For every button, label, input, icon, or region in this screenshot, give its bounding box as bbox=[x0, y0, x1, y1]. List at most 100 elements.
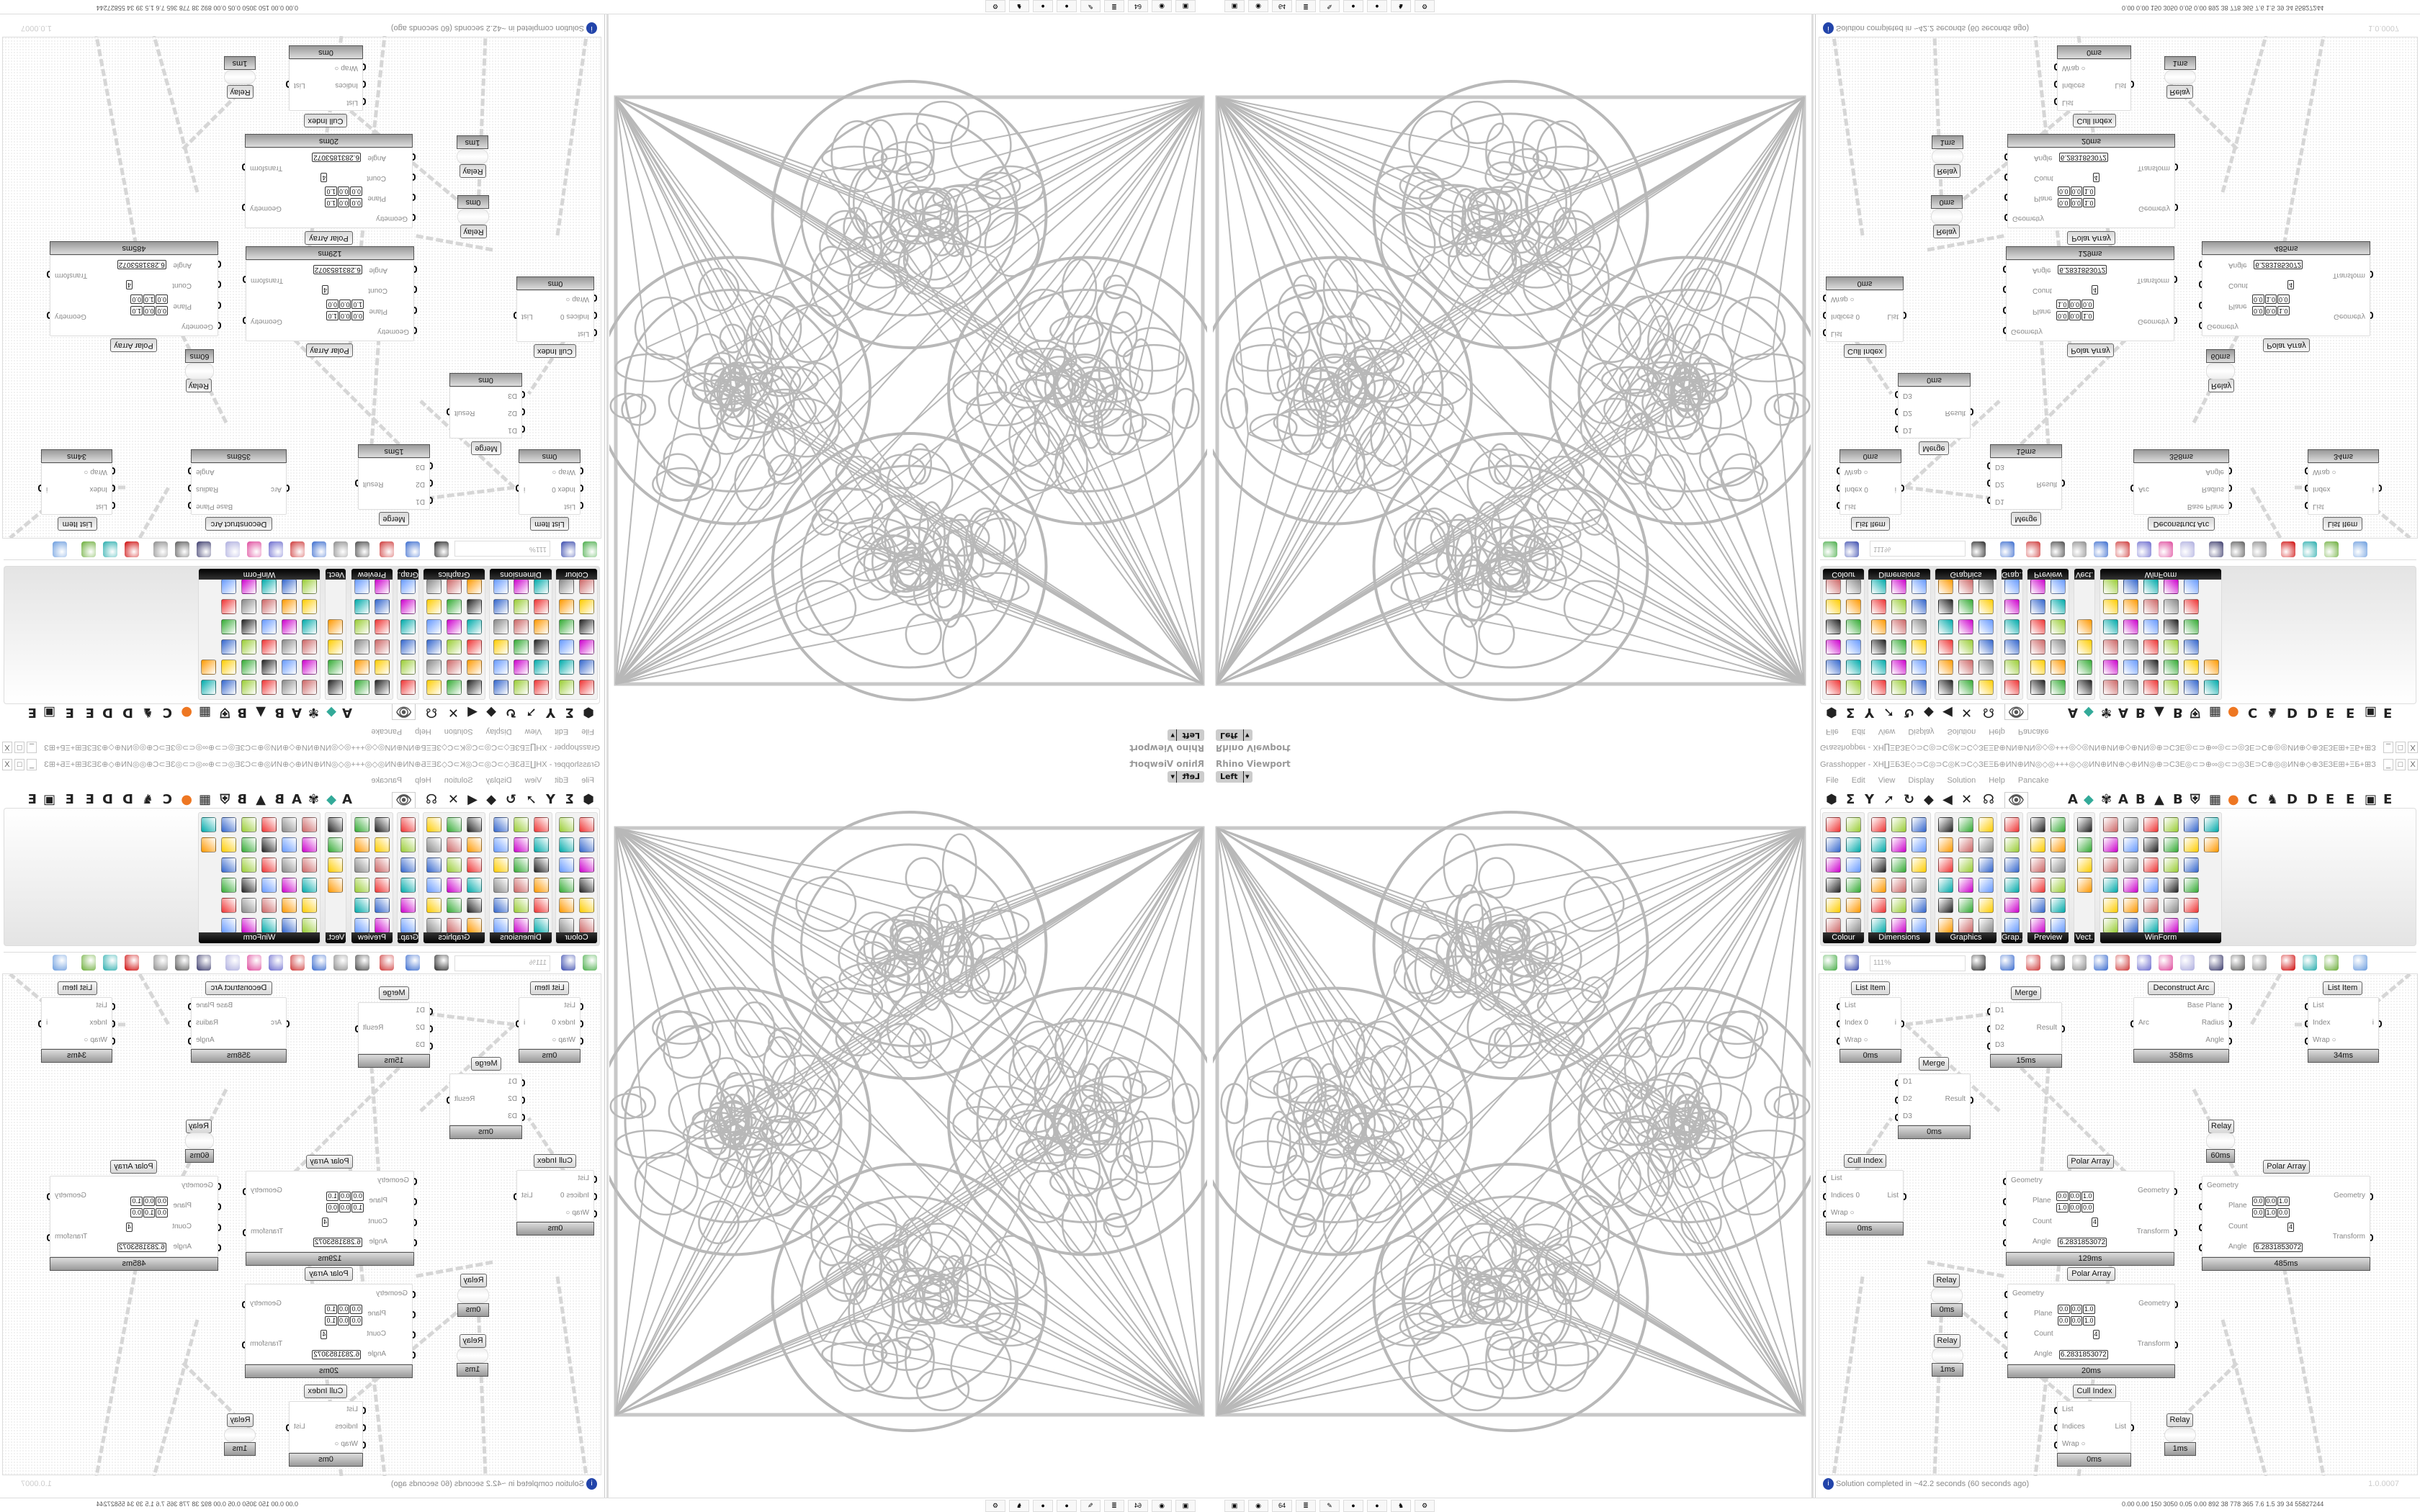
component-icon[interactable] bbox=[1938, 918, 1953, 933]
tab-icon[interactable]: Σ bbox=[1846, 705, 1855, 720]
tab-icon[interactable]: ● bbox=[2228, 705, 2239, 720]
component-icon[interactable] bbox=[2143, 878, 2159, 893]
component-body[interactable]: List Index Wrap ○ i bbox=[38, 463, 115, 515]
tab-icon[interactable]: C bbox=[2248, 705, 2258, 720]
tab-icon[interactable]: ▦ bbox=[198, 792, 211, 807]
component-icon[interactable] bbox=[2051, 817, 2066, 832]
component-icon[interactable] bbox=[1958, 579, 1973, 594]
toolbar-tool-icon[interactable] bbox=[2137, 955, 2151, 971]
component-icon[interactable] bbox=[1871, 837, 1886, 852]
input-grip[interactable] bbox=[2054, 1407, 2057, 1414]
component-body[interactable]: List Index 0 Wrap ○ i bbox=[1837, 997, 1904, 1049]
component-icon[interactable] bbox=[375, 878, 390, 893]
minimize-button[interactable]: _ bbox=[2383, 742, 2393, 753]
output-grip[interactable] bbox=[2175, 1341, 2178, 1349]
toolbar-tool-icon[interactable] bbox=[290, 955, 305, 971]
tab-icon[interactable]: 👁 bbox=[2004, 704, 2028, 720]
plane-oz-value[interactable]: 1.0 bbox=[130, 1197, 143, 1207]
input-grip[interactable] bbox=[2003, 306, 2006, 314]
angle-value[interactable]: 6.2831853072 bbox=[2058, 153, 2108, 162]
component-icon[interactable] bbox=[1846, 639, 1861, 654]
plane-oy-value[interactable]: 0.0 bbox=[2264, 1197, 2277, 1207]
tab-icon[interactable]: ☊ bbox=[1983, 792, 1994, 807]
component-icon[interactable] bbox=[221, 918, 236, 933]
input-grip[interactable] bbox=[1823, 294, 1826, 302]
plane-oz-value[interactable]: 1.0 bbox=[2081, 1192, 2094, 1202]
tab-icon[interactable]: E bbox=[27, 792, 37, 807]
component-icon[interactable] bbox=[514, 639, 529, 654]
component-icon[interactable] bbox=[426, 660, 442, 675]
plane-ox-value[interactable]: 0.0 bbox=[2252, 1197, 2264, 1207]
component-title[interactable]: Polar Array bbox=[110, 338, 157, 352]
output-grip[interactable] bbox=[47, 271, 50, 279]
component-icon[interactable] bbox=[2051, 837, 2066, 852]
component-title[interactable]: Polar Array bbox=[305, 231, 353, 245]
component-icon[interactable] bbox=[2204, 817, 2219, 832]
component-icon[interactable] bbox=[426, 579, 442, 594]
plane-zx-value[interactable]: 0.0 bbox=[156, 1208, 168, 1218]
plane-zy-value[interactable]: 0.0 bbox=[337, 1316, 350, 1326]
plane-zz-value[interactable]: 0.0 bbox=[2081, 1203, 2094, 1213]
component-icon[interactable] bbox=[2030, 619, 2045, 634]
tab-icon[interactable]: Y bbox=[1865, 705, 1875, 720]
tab-icon[interactable]: ✾ bbox=[308, 792, 319, 807]
component-icon[interactable] bbox=[1938, 599, 1953, 614]
component-icon[interactable] bbox=[1912, 639, 1927, 654]
plane-oy-value[interactable]: 0.0 bbox=[2069, 1192, 2081, 1202]
component-icon[interactable] bbox=[467, 837, 482, 852]
component-icon[interactable] bbox=[2123, 579, 2138, 594]
component-icon[interactable] bbox=[2030, 660, 2045, 675]
menu-edit[interactable]: Edit bbox=[555, 776, 569, 785]
component-icon[interactable] bbox=[534, 680, 549, 695]
component-icon[interactable] bbox=[2077, 817, 2092, 832]
plane-oy-value[interactable]: 0.0 bbox=[143, 1197, 156, 1207]
component-icon[interactable] bbox=[447, 599, 462, 614]
input-grip[interactable] bbox=[2305, 485, 2308, 492]
component-icon[interactable] bbox=[1826, 837, 1841, 852]
component-icon[interactable] bbox=[2030, 898, 2045, 913]
plane-oz-value[interactable]: 1.0 bbox=[130, 305, 143, 315]
input-grip[interactable] bbox=[1895, 1114, 1898, 1121]
component-icon[interactable] bbox=[2143, 599, 2159, 614]
component-icon[interactable] bbox=[1891, 918, 1906, 933]
component-icon[interactable] bbox=[2123, 619, 2138, 634]
component-icon[interactable] bbox=[2051, 599, 2066, 614]
component-icon[interactable] bbox=[1938, 680, 1953, 695]
toolbar-tool-icon[interactable] bbox=[2026, 541, 2040, 557]
component-icon[interactable] bbox=[2103, 680, 2118, 695]
component-body[interactable]: List Indices Wrap ○ List bbox=[2054, 59, 2134, 111]
tab-icon[interactable]: E bbox=[2326, 792, 2335, 807]
component-icon[interactable] bbox=[2184, 599, 2199, 614]
component-icon[interactable] bbox=[2164, 579, 2179, 594]
component-icon[interactable] bbox=[534, 579, 549, 594]
toolbar-tool-icon[interactable] bbox=[2252, 955, 2267, 971]
component-icon[interactable] bbox=[282, 579, 297, 594]
component-icon[interactable] bbox=[2184, 817, 2199, 832]
input-grip[interactable] bbox=[1895, 391, 1898, 398]
output-grip[interactable] bbox=[2229, 1003, 2232, 1010]
component-icon[interactable] bbox=[2030, 579, 2045, 594]
output-grip[interactable] bbox=[286, 1424, 289, 1431]
panel-label[interactable]: Preview bbox=[351, 569, 393, 580]
component-icon[interactable] bbox=[514, 918, 529, 933]
toolbar-tool-icon[interactable] bbox=[2231, 955, 2245, 971]
viewport-view-dropdown[interactable]: Left bbox=[1216, 729, 1252, 741]
component-title[interactable]: Polar Array bbox=[2263, 338, 2310, 352]
component-title[interactable]: Deconstruct Arc bbox=[205, 517, 272, 531]
tab-icon[interactable]: Σ bbox=[565, 792, 574, 807]
component-icon[interactable] bbox=[559, 817, 574, 832]
component-icon[interactable] bbox=[534, 918, 549, 933]
component-icon[interactable] bbox=[2164, 639, 2179, 654]
plane-oz-value[interactable]: 1.0 bbox=[2277, 305, 2290, 315]
output-grip[interactable] bbox=[355, 1025, 358, 1032]
component-icon[interactable] bbox=[2184, 898, 2199, 913]
input-grip[interactable] bbox=[1895, 1079, 1898, 1086]
tab-icon[interactable]: ◆ bbox=[486, 792, 496, 807]
tab-icon[interactable]: ⬢ bbox=[1826, 792, 1837, 807]
tab-icon[interactable]: B bbox=[237, 705, 247, 720]
viewport-geometry[interactable] bbox=[609, 785, 1207, 1433]
component-icon[interactable] bbox=[1891, 858, 1906, 873]
